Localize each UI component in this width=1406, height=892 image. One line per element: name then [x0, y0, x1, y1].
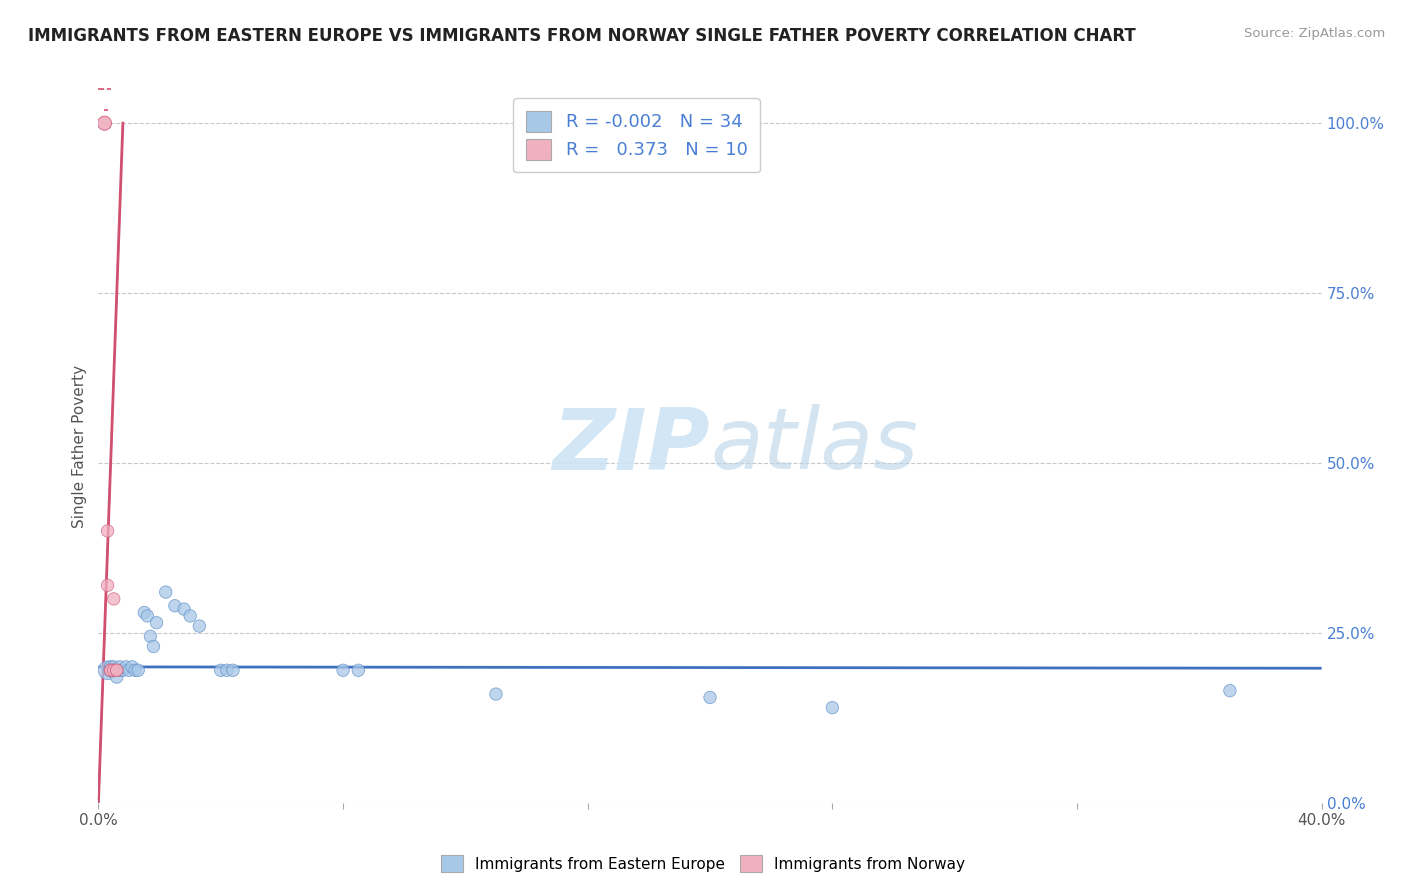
Point: [222, 663, 245, 677]
Point: [121, 660, 143, 674]
Point: [100, 663, 122, 677]
Point: [103, 591, 125, 606]
Point: [142, 640, 165, 654]
Legend: Immigrants from Eastern Europe, Immigrants from Norway: Immigrants from Eastern Europe, Immigran…: [433, 847, 973, 880]
Point: [188, 619, 211, 633]
Point: [118, 663, 141, 677]
Point: [124, 663, 146, 677]
Point: [136, 608, 159, 623]
Y-axis label: Single Father Poverty: Single Father Poverty: [72, 365, 87, 527]
Point: [100, 663, 122, 677]
Point: [97, 524, 120, 538]
Point: [103, 663, 125, 677]
Point: [105, 663, 128, 677]
Point: [105, 663, 128, 677]
Point: [155, 585, 177, 599]
Point: [105, 670, 128, 684]
Point: [134, 606, 156, 620]
Text: ZIP: ZIP: [553, 404, 710, 488]
Point: [97, 663, 120, 677]
Point: [103, 663, 125, 677]
Text: atlas: atlas: [710, 404, 918, 488]
Point: [1219, 683, 1241, 698]
Point: [93, 116, 115, 130]
Text: Source: ZipAtlas.com: Source: ZipAtlas.com: [1244, 27, 1385, 40]
Point: [111, 663, 134, 677]
Point: [97, 578, 120, 592]
Point: [332, 663, 354, 677]
Point: [115, 660, 138, 674]
Point: [100, 663, 122, 677]
Legend: R = -0.002   N = 34, R =   0.373   N = 10: R = -0.002 N = 34, R = 0.373 N = 10: [513, 98, 761, 172]
Point: [108, 663, 131, 677]
Point: [179, 608, 201, 623]
Point: [93, 116, 115, 130]
Text: IMMIGRANTS FROM EASTERN EUROPE VS IMMIGRANTS FROM NORWAY SINGLE FATHER POVERTY C: IMMIGRANTS FROM EASTERN EUROPE VS IMMIGR…: [28, 27, 1136, 45]
Point: [821, 700, 844, 714]
Point: [139, 629, 162, 643]
Point: [347, 663, 370, 677]
Point: [699, 690, 721, 705]
Point: [108, 660, 131, 674]
Point: [145, 615, 167, 630]
Point: [103, 660, 125, 674]
Point: [485, 687, 508, 701]
Point: [215, 663, 238, 677]
Point: [163, 599, 186, 613]
Point: [100, 660, 122, 674]
Point: [173, 602, 195, 616]
Point: [209, 663, 232, 677]
Point: [105, 663, 128, 677]
Point: [127, 663, 149, 677]
